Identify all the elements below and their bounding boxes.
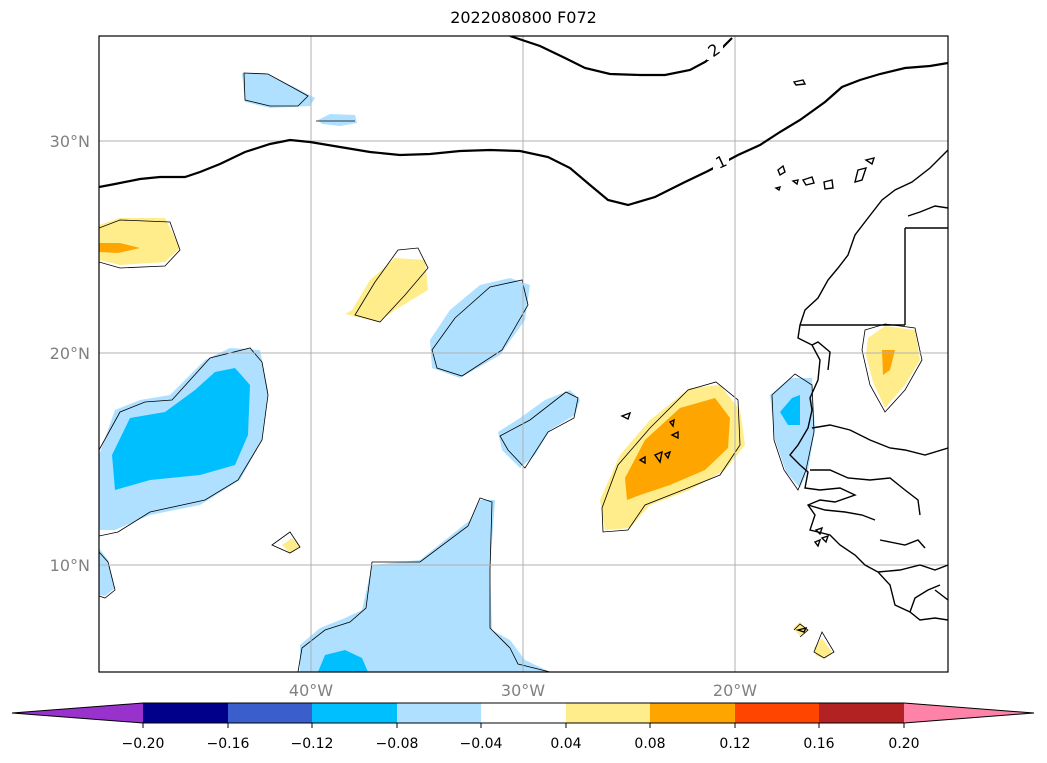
colorbar-tick-label: −0.12 [291,736,334,752]
colorbar-extend-low [12,703,143,723]
light-blue-region [242,73,315,108]
colorbar-tick-label: −0.20 [122,736,165,752]
blue-region [112,368,250,490]
colorbar-segment [819,703,904,723]
colorbar-tick-label: −0.04 [460,736,503,752]
light-blue-region [99,548,115,596]
islands [620,79,876,633]
lat-label-10n: 10°N [50,556,90,575]
colorbar-segment [312,703,397,723]
blue-region [780,395,800,425]
light-yellow-region [345,258,428,322]
colorbar-segment [143,703,228,723]
light-yellow-region [866,326,920,408]
colorbar-tick-label: −0.08 [376,736,419,752]
colorbar-tick-label: 0.20 [888,736,919,752]
light-yellow-region [814,638,832,658]
colorbar-tick-label: 0.04 [550,736,581,752]
orange-region [625,398,730,500]
coastlines [789,149,948,621]
map-frame [98,35,949,673]
contour-line-1 [99,61,948,207]
region-outlines [99,72,923,672]
orange-region [99,243,140,253]
colorbar-segment [228,703,312,723]
colorbar-segment [481,703,566,723]
lon-label-30w: 30°W [501,681,545,700]
colorbar-tick-label: 0.16 [803,736,834,752]
lon-label-20w: 20°W [713,681,757,700]
light-blue-region [770,378,815,488]
lat-label-20n: 20°N [50,344,90,363]
colorbar-segment [397,703,481,723]
light-blue-region [498,390,580,468]
lon-label-40w: 40°W [289,681,333,700]
lat-label-30n: 30°N [50,132,90,151]
colorbar-tick-label: 0.08 [634,736,665,752]
colorbar-tick-label: 0.12 [719,736,750,752]
light-yellow-region [282,538,300,553]
orange-region [882,350,895,375]
colorbar-segment [735,703,819,723]
map-title: 2022080800 F072 [450,8,597,27]
colorbar: −0.20 −0.16 −0.12 −0.08 −0.04 0.04 0.08 … [11,702,1035,752]
light-blue-region [300,500,550,672]
colorbar-segment [566,703,650,723]
light-yellow-region [99,218,180,265]
light-blue-region [318,114,357,126]
colorbar-tick-label: −0.16 [207,736,250,752]
blue-region [318,650,368,672]
colorbar-segment [650,703,735,723]
colorbar-extend-high [904,703,1034,723]
map-plot-area: 2 1 [99,36,948,672]
